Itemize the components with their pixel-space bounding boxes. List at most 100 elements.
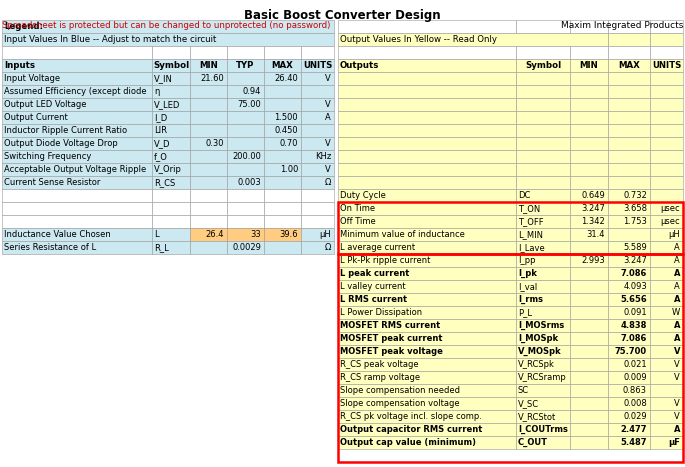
Bar bbox=[608, 280, 650, 293]
Bar bbox=[227, 59, 264, 72]
Bar bbox=[570, 124, 608, 137]
Text: T_ON: T_ON bbox=[518, 204, 540, 213]
Bar bbox=[264, 85, 301, 98]
Text: Series Resistance of L: Series Resistance of L bbox=[4, 243, 96, 252]
Bar bbox=[227, 228, 264, 241]
Text: I_MOSrms: I_MOSrms bbox=[518, 321, 564, 330]
Bar bbox=[570, 423, 608, 436]
Bar bbox=[516, 85, 570, 98]
Text: L: L bbox=[154, 230, 159, 239]
Bar bbox=[338, 98, 516, 111]
Text: Ω: Ω bbox=[325, 243, 331, 252]
Bar bbox=[650, 33, 683, 46]
Bar bbox=[190, 124, 227, 137]
Bar bbox=[338, 241, 516, 254]
Text: Outputs: Outputs bbox=[340, 61, 379, 70]
Bar bbox=[190, 72, 227, 85]
Bar bbox=[338, 85, 516, 98]
Text: V_D: V_D bbox=[154, 139, 171, 148]
Bar bbox=[650, 397, 683, 410]
Bar bbox=[301, 215, 334, 228]
Bar bbox=[2, 111, 152, 124]
Bar bbox=[2, 46, 152, 59]
Bar bbox=[570, 163, 608, 176]
Text: MIN: MIN bbox=[199, 61, 218, 70]
Bar bbox=[570, 306, 608, 319]
Text: L valley current: L valley current bbox=[340, 282, 406, 291]
Bar bbox=[516, 319, 570, 332]
Bar bbox=[608, 358, 650, 371]
Bar bbox=[650, 59, 683, 72]
Text: MAX: MAX bbox=[618, 61, 640, 70]
Bar bbox=[516, 228, 570, 241]
Text: I_pp: I_pp bbox=[518, 256, 536, 265]
Bar bbox=[2, 20, 334, 33]
Bar bbox=[516, 397, 570, 410]
Bar bbox=[650, 137, 683, 150]
Text: 0.863: 0.863 bbox=[623, 386, 647, 395]
Text: Switching Frequency: Switching Frequency bbox=[4, 152, 91, 161]
Bar bbox=[608, 163, 650, 176]
Text: A: A bbox=[673, 295, 680, 304]
Text: V: V bbox=[674, 360, 680, 369]
Bar bbox=[338, 215, 516, 228]
Bar bbox=[190, 189, 227, 202]
Bar bbox=[516, 59, 570, 72]
Bar bbox=[190, 215, 227, 228]
Bar bbox=[152, 111, 190, 124]
Text: L_MIN: L_MIN bbox=[518, 230, 543, 239]
Text: 0.70: 0.70 bbox=[279, 139, 298, 148]
Text: A: A bbox=[674, 282, 680, 291]
Bar bbox=[227, 176, 264, 189]
Bar bbox=[152, 85, 190, 98]
Text: 26.40: 26.40 bbox=[274, 74, 298, 83]
Bar bbox=[338, 176, 516, 189]
Text: 0.008: 0.008 bbox=[623, 399, 647, 408]
Text: Symbol: Symbol bbox=[525, 61, 561, 70]
Text: I_COUTrms: I_COUTrms bbox=[518, 425, 568, 434]
Bar bbox=[650, 228, 683, 241]
Bar bbox=[516, 345, 570, 358]
Bar bbox=[338, 33, 608, 46]
Text: I_Lave: I_Lave bbox=[518, 243, 545, 252]
Bar bbox=[650, 124, 683, 137]
Bar bbox=[338, 189, 516, 202]
Bar bbox=[264, 163, 301, 176]
Bar bbox=[650, 384, 683, 397]
Bar bbox=[650, 150, 683, 163]
Text: R_L: R_L bbox=[154, 243, 169, 252]
Text: V: V bbox=[325, 139, 331, 148]
Bar bbox=[516, 293, 570, 306]
Text: SC: SC bbox=[518, 386, 529, 395]
Text: V: V bbox=[325, 165, 331, 174]
Bar bbox=[570, 254, 608, 267]
Bar bbox=[570, 267, 608, 280]
Text: Output cap value (minimum): Output cap value (minimum) bbox=[340, 438, 476, 447]
Bar bbox=[301, 98, 334, 111]
Bar bbox=[264, 111, 301, 124]
Text: V_Orip: V_Orip bbox=[154, 165, 182, 174]
Bar bbox=[608, 20, 650, 33]
Bar bbox=[338, 20, 516, 33]
Text: MIN: MIN bbox=[580, 61, 599, 70]
Bar bbox=[338, 410, 516, 423]
Bar bbox=[516, 384, 570, 397]
Bar bbox=[338, 293, 516, 306]
Bar bbox=[650, 254, 683, 267]
Bar bbox=[608, 124, 650, 137]
Bar bbox=[650, 410, 683, 423]
Text: μsec: μsec bbox=[660, 204, 680, 213]
Text: L RMS current: L RMS current bbox=[340, 295, 407, 304]
Bar bbox=[264, 98, 301, 111]
Bar bbox=[570, 46, 608, 59]
Bar bbox=[570, 20, 608, 33]
Text: C_OUT: C_OUT bbox=[518, 438, 548, 447]
Bar bbox=[608, 72, 650, 85]
Bar bbox=[338, 59, 516, 72]
Text: TYP: TYP bbox=[236, 61, 255, 70]
Bar bbox=[516, 20, 570, 33]
Bar bbox=[650, 46, 683, 59]
Bar bbox=[570, 358, 608, 371]
Bar bbox=[301, 111, 334, 124]
Text: 3.247: 3.247 bbox=[581, 204, 605, 213]
